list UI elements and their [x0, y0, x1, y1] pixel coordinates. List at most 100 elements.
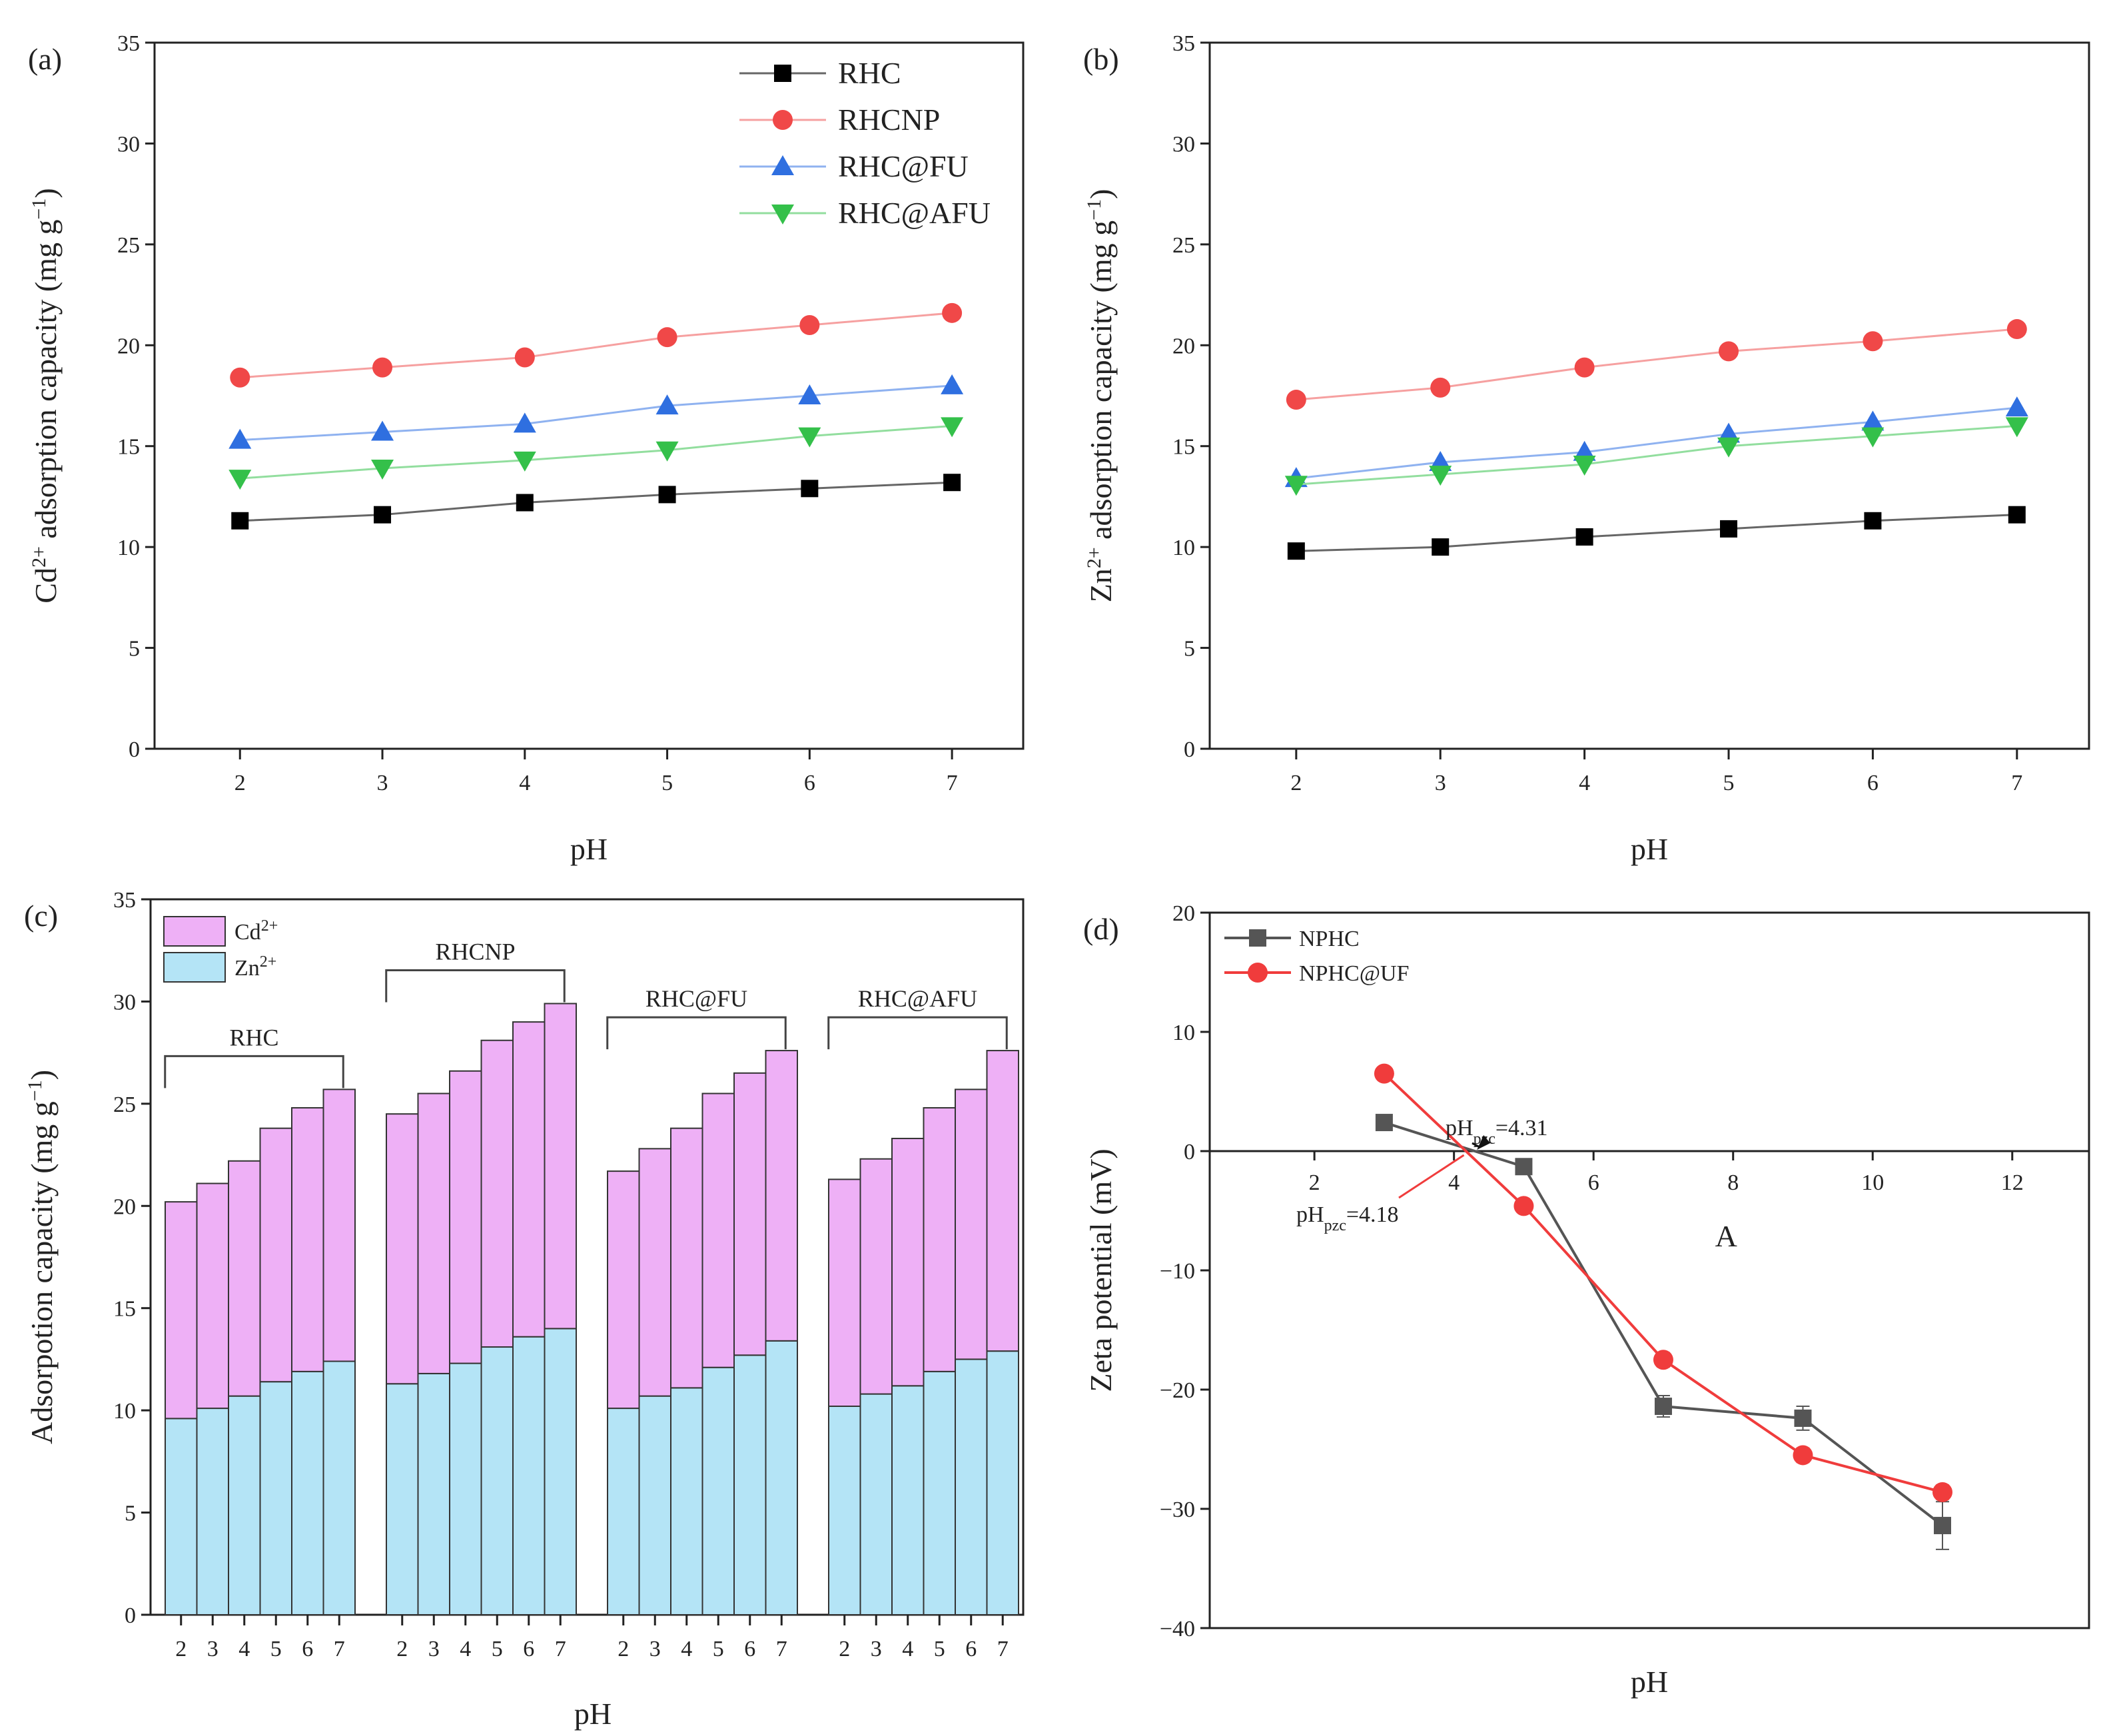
- y-tick-label: 0: [1184, 737, 1195, 762]
- x-tick-label: 7: [947, 771, 958, 795]
- y-axis-label: Adsorpotion capacity (mg g−1): [24, 1070, 59, 1444]
- bar-cd: [196, 1182, 229, 1410]
- bar-zn: [165, 1418, 198, 1616]
- y-axis-label: Cd2+ adsorption capacity (mg g−1): [28, 188, 63, 603]
- plot-frame: [1208, 41, 2090, 750]
- data-point: [1654, 1398, 1672, 1416]
- bar-cd: [449, 1070, 482, 1364]
- bar-zn: [701, 1366, 735, 1616]
- x-tick-label: 7: [2011, 771, 2022, 795]
- legend-swatch: [163, 916, 226, 947]
- x-tick-label: 4: [681, 1637, 692, 1661]
- y-axis-label: Zn2+ adsorption capacity (mg g−1): [1083, 189, 1118, 603]
- plot-frame: [153, 41, 1025, 750]
- bar-cd: [765, 1050, 798, 1342]
- x-tick-label: 6: [804, 771, 815, 795]
- plot-frame: [1208, 911, 2090, 1629]
- bar-zn: [733, 1354, 767, 1615]
- x-tick-label: 7: [555, 1637, 566, 1661]
- x-tick-label: 3: [649, 1637, 661, 1661]
- bar-zn: [544, 1328, 577, 1616]
- x-tick-label: 6: [302, 1637, 313, 1661]
- data-point: [1515, 1158, 1533, 1176]
- bar-cd: [701, 1092, 735, 1368]
- data-point: [798, 384, 821, 404]
- data-point: [374, 506, 392, 524]
- series-line: [1296, 424, 2017, 486]
- bar-cd: [165, 1201, 198, 1420]
- y-tick-label: 20: [113, 1194, 136, 1219]
- legend-label: NPHC: [1299, 927, 1360, 951]
- group-label: RHC@FU: [645, 985, 747, 1012]
- group-rhc-afu: 2 3 4 5 6 7 RHC@AFU: [827, 985, 1019, 1661]
- y-ticks: 0 5 10 15 20 25 30 35: [1172, 31, 1210, 762]
- legend-marker: [771, 205, 794, 224]
- y-tick-label: 5: [1184, 637, 1195, 661]
- x-axis-label: pH: [574, 1697, 612, 1731]
- data-point: [1575, 528, 1593, 546]
- x-tick-label: 6: [1588, 1170, 1599, 1195]
- data-point: [1573, 455, 1596, 476]
- data-point: [230, 367, 250, 388]
- data-point: [1934, 1517, 1951, 1535]
- x-ticks: 2 3 4 5 6 7: [234, 749, 958, 795]
- x-tick-label: 6: [1867, 771, 1879, 795]
- data-point: [371, 460, 394, 480]
- group-bracket: [164, 1055, 344, 1088]
- y-tick-label: 35: [117, 31, 140, 56]
- y-tick-label: 10: [1172, 1021, 1195, 1045]
- data-point: [228, 470, 252, 490]
- bar-cd: [955, 1088, 988, 1360]
- y-tick-label: 25: [113, 1092, 136, 1117]
- y-tick-label: 10: [117, 536, 140, 560]
- y-tick-label: 15: [1172, 435, 1195, 460]
- pzc-arrow-nphc-uf: [1398, 1154, 1465, 1199]
- group-bracket: [385, 969, 566, 1003]
- bar-zn: [417, 1372, 450, 1616]
- bar-cd: [228, 1160, 261, 1397]
- y-tick-label: −30: [1160, 1498, 1195, 1522]
- y-tick-label: 25: [117, 233, 140, 258]
- bar-cd: [986, 1050, 1019, 1352]
- y-tick-label: 30: [117, 132, 140, 157]
- data-point: [655, 394, 679, 415]
- x-axis-label: pH: [570, 832, 608, 866]
- x-tick-label: 2: [234, 771, 246, 795]
- data-point: [372, 357, 393, 378]
- x-tick-label: 12: [2001, 1170, 2024, 1195]
- bar-zn: [322, 1360, 356, 1616]
- legend: Cd2+ Zn2+: [163, 916, 278, 983]
- bar-zn: [449, 1362, 482, 1615]
- x-tick-label: 6: [965, 1637, 977, 1661]
- bar-zn: [259, 1381, 292, 1615]
- series-line: [240, 481, 953, 522]
- x-tick-label: 2: [839, 1637, 850, 1661]
- data-point: [1720, 520, 1738, 538]
- x-tick-label: 3: [871, 1637, 882, 1661]
- x-tick-label: 6: [744, 1637, 755, 1661]
- bar-zn: [480, 1346, 514, 1615]
- data-point: [1513, 1196, 1534, 1216]
- y-tick-label: 20: [1172, 334, 1195, 358]
- legend: RHC RHCNP RHC@FU RHC@AFU: [739, 56, 991, 230]
- bar-cd: [386, 1113, 419, 1385]
- bar-cd: [638, 1148, 671, 1397]
- bar-cd: [670, 1127, 703, 1389]
- y-tick-label: 25: [1172, 233, 1195, 258]
- data-point: [1717, 437, 1741, 458]
- y-tick-label: 30: [113, 990, 136, 1015]
- group-label: RHC: [229, 1024, 278, 1051]
- x-tick-label: 7: [334, 1637, 345, 1661]
- series-nphc-uf: [1374, 1063, 1952, 1502]
- x-tick-label: 5: [492, 1637, 503, 1661]
- pzc-annotation-nphc-uf: pHpzc=4.18: [1296, 1202, 1399, 1234]
- bar-zn: [386, 1383, 419, 1616]
- x-tick-label: 2: [618, 1637, 629, 1661]
- panel-label: (c): [24, 899, 58, 933]
- bar-cd: [322, 1088, 356, 1362]
- data-point: [1861, 410, 1885, 431]
- legend-label: Zn2+: [234, 953, 276, 981]
- y-tick-label: 15: [117, 435, 140, 460]
- data-point: [228, 428, 252, 449]
